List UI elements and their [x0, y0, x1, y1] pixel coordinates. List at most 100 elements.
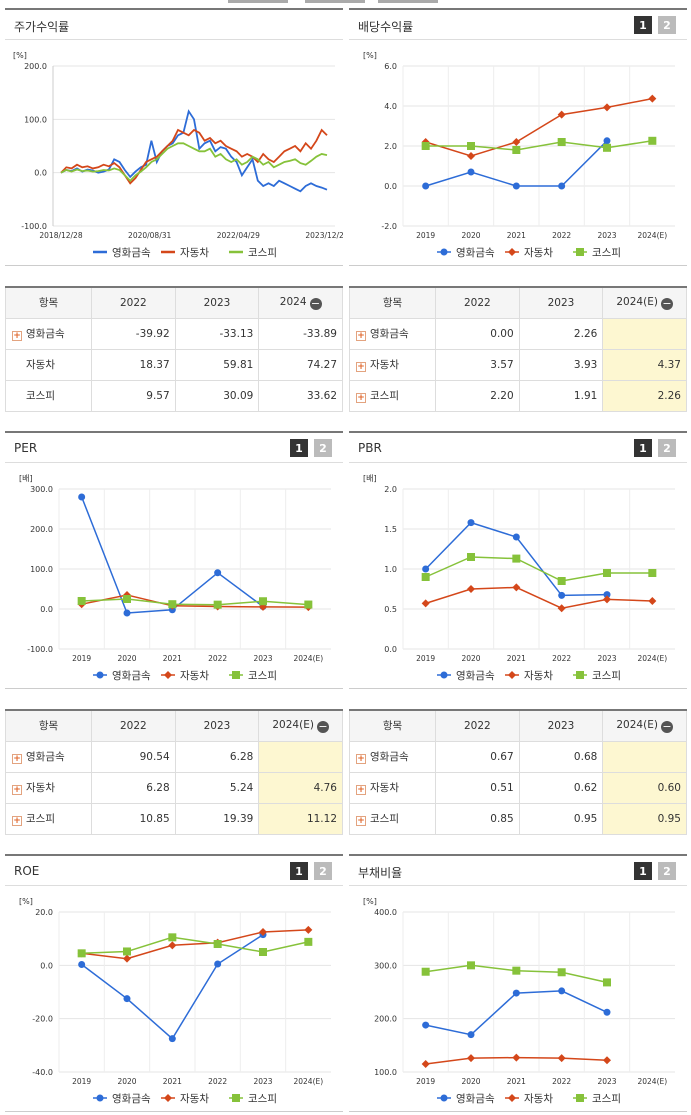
- data-point-diamond: [512, 583, 521, 592]
- y-axis-unit: [%]: [363, 897, 377, 906]
- row-label[interactable]: + 코스피: [5, 802, 92, 835]
- row-label[interactable]: + 영화금속: [5, 317, 92, 350]
- y-tick-label: 300.0: [374, 961, 397, 970]
- row-label[interactable]: + 영화금속: [349, 317, 436, 350]
- collapse-icon[interactable]: −: [309, 296, 322, 310]
- column-header: 2022: [91, 710, 176, 742]
- expand-plus-icon[interactable]: +: [12, 816, 22, 826]
- data-point-diamond: [123, 954, 131, 963]
- table-row: + 영화금속 0.00 2.26: [349, 317, 687, 350]
- dividend-yield-chart: [%] 6.0 4.0 2.0 0.0 -2.0 2019 2020 2021 2022 2023 2…: [363, 51, 675, 259]
- collapse-icon[interactable]: −: [660, 719, 673, 733]
- expand-plus-icon[interactable]: +: [356, 331, 366, 341]
- row-label[interactable]: + 코스피: [349, 379, 436, 412]
- column-header: 항목: [349, 287, 436, 319]
- series-line: [425, 990, 608, 1036]
- data-point-square: [557, 968, 566, 977]
- data-point-circle: [214, 960, 222, 968]
- table-cell: 0.95: [518, 802, 604, 835]
- row-label[interactable]: + 자동차: [349, 348, 436, 381]
- x-tick-label: 2019: [72, 654, 91, 663]
- page-1-button[interactable]: 1: [634, 439, 652, 457]
- row-label[interactable]: + 자동차: [349, 771, 436, 804]
- x-tick-label: 2024(E): [637, 1077, 667, 1086]
- y-axis-unit: [배]: [363, 474, 377, 483]
- legend-label: 자동차: [524, 1093, 553, 1105]
- page-1-button[interactable]: 1: [290, 862, 308, 880]
- legend-label: 코스피: [592, 670, 621, 682]
- debt-ratio-chart: [%] 400.0 300.0 200.0 100.0 2019 2020 2021 2022 2…: [363, 897, 675, 1105]
- x-tick-label: 2021: [507, 231, 526, 240]
- data-point-circle: [512, 182, 520, 190]
- row-label[interactable]: + 영화금속: [5, 740, 92, 773]
- row-label[interactable]: + 영화금속: [349, 740, 436, 773]
- data-point-circle: [78, 493, 86, 501]
- data-point-diamond: [557, 1054, 566, 1063]
- expand-plus-icon[interactable]: +: [356, 816, 366, 826]
- x-tick-label: 2023: [253, 654, 272, 663]
- pbr-table: 항목 2022 2023 2024(E) − + 영화금속 0.67 0.68 + 자동차 0.51 0…: [349, 709, 687, 835]
- table-cell: 2.20: [435, 379, 520, 412]
- page-2-button[interactable]: 2: [658, 439, 676, 457]
- roe-chart: [%]20.0 0.0 -20.0 -40.0 2019 2020 2021 2022 2023…: [19, 897, 331, 1105]
- data-point-diamond: [421, 1060, 430, 1068]
- data-point-square: [304, 600, 313, 609]
- expand-plus-icon[interactable]: +: [356, 393, 366, 403]
- table-cell: 33.62: [258, 379, 343, 412]
- page-1-button[interactable]: 1: [634, 16, 652, 34]
- data-point-diamond: [467, 1054, 475, 1063]
- y-tick-label: 0.0: [40, 961, 53, 970]
- legend-label: 자동차: [180, 247, 209, 259]
- data-point-square: [232, 1094, 240, 1102]
- collapse-icon[interactable]: −: [316, 719, 329, 733]
- expand-plus-icon[interactable]: +: [12, 754, 22, 764]
- page-1-button[interactable]: 1: [290, 439, 308, 457]
- row-label[interactable]: + 코스피: [349, 802, 436, 835]
- data-point-square: [648, 569, 657, 577]
- data-point-diamond: [259, 602, 267, 611]
- table-cell: 0.62: [518, 771, 604, 804]
- table-row: + 코스피 2.20 1.91 2.26: [349, 379, 687, 412]
- page-2-button[interactable]: 2: [658, 862, 676, 880]
- expand-plus-icon[interactable]: +: [356, 362, 366, 372]
- data-point-circle: [96, 671, 104, 679]
- data-point-circle: [422, 565, 430, 573]
- collapse-icon[interactable]: −: [660, 296, 673, 310]
- x-tick-label: 2020: [461, 1077, 480, 1086]
- legend-label: 코스피: [248, 247, 277, 259]
- data-point-circle: [512, 533, 520, 541]
- y-axis-unit: [%]: [19, 897, 33, 906]
- y-tick-label: 0.0: [40, 605, 53, 614]
- page-1-button[interactable]: 1: [634, 862, 652, 880]
- data-point-square: [576, 1094, 584, 1102]
- page-2-button[interactable]: 2: [658, 16, 676, 34]
- data-point-diamond: [164, 1094, 172, 1102]
- data-point-circle: [78, 961, 86, 969]
- expand-plus-icon[interactable]: +: [356, 785, 366, 795]
- data-point-diamond: [421, 599, 430, 608]
- expand-plus-icon[interactable]: +: [12, 785, 22, 795]
- x-tick-label: 2022: [208, 1077, 227, 1086]
- x-tick-label: 2024(E): [293, 1077, 323, 1086]
- data-point-circle: [440, 671, 448, 679]
- row-label[interactable]: + 자동차: [5, 771, 92, 804]
- x-tick-label: 2023: [597, 654, 616, 663]
- y-tick-label: -100.0: [27, 645, 53, 654]
- expand-plus-icon[interactable]: +: [356, 754, 366, 764]
- x-tick-label: 2024(E): [637, 231, 667, 240]
- table-cell: 90.54: [91, 740, 176, 773]
- page-2-button[interactable]: 2: [314, 862, 332, 880]
- x-tick-label: 2022: [208, 654, 227, 663]
- row-label: 자동차: [5, 348, 92, 381]
- x-tick-label: 2020: [461, 654, 480, 663]
- top-tab-stub: [305, 0, 365, 3]
- data-point-square: [259, 597, 267, 606]
- y-tick-label: -20.0: [32, 1015, 53, 1024]
- page-2-button[interactable]: 2: [314, 439, 332, 457]
- expand-plus-icon[interactable]: +: [12, 331, 22, 341]
- data-point-diamond: [603, 103, 611, 112]
- stock-return-panel: 주가수익률 [%] 200.0 100.0 0.0 -100.0 2018/12/28 20…: [5, 8, 343, 266]
